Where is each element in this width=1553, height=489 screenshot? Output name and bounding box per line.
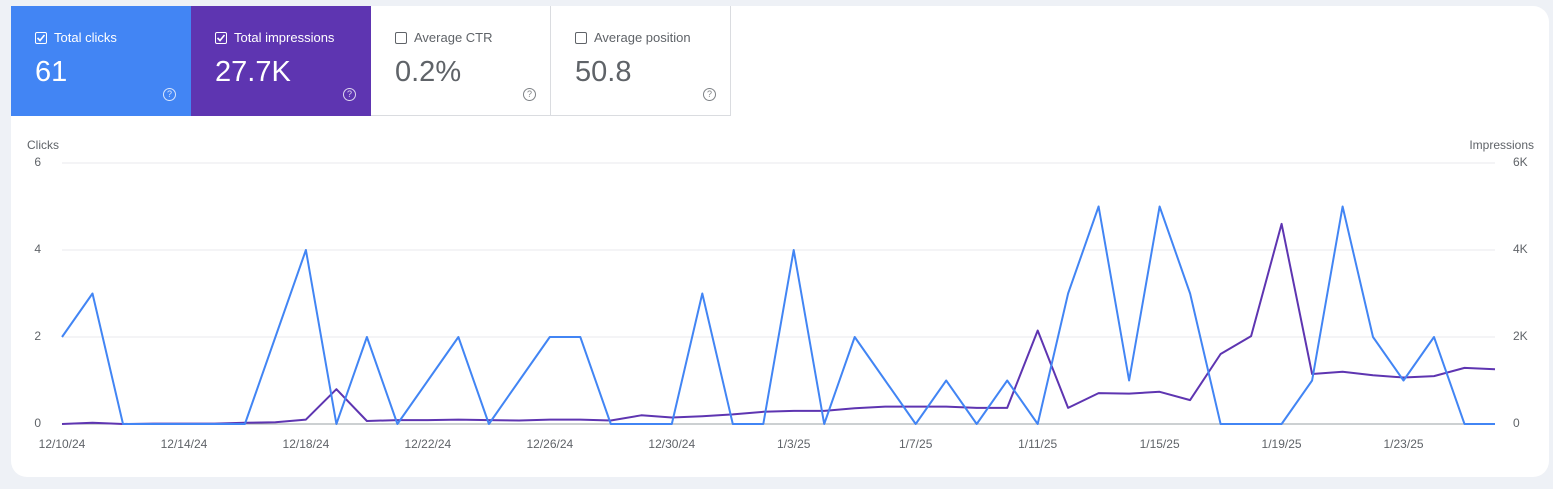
help-icon[interactable]: ? <box>163 88 176 101</box>
x-tick-label: 12/18/24 <box>283 437 330 451</box>
metric-card[interactable]: Average position 50.8? <box>551 6 731 116</box>
metric-label: Total clicks <box>54 30 117 45</box>
x-tick-label: 1/15/25 <box>1140 437 1180 451</box>
x-tick-label: 12/10/24 <box>39 437 86 451</box>
y2-tick-label: 6K <box>1513 155 1528 169</box>
metric-value: 0.2% <box>395 56 462 88</box>
y-tick-label: 0 <box>34 416 41 430</box>
metric-value: 27.7K <box>215 56 291 88</box>
y2-tick-label: 2K <box>1513 329 1528 343</box>
checkbox[interactable] <box>35 32 47 44</box>
x-tick-label: 12/30/24 <box>648 437 695 451</box>
series-line <box>61 205 1495 425</box>
y2-tick-label: 4K <box>1513 242 1528 256</box>
y-tick-label: 6 <box>34 155 41 169</box>
performance-panel: Clicks Impressions 0 2 4 6 0 2K 4K 6K 12/10/24 12… <box>11 6 1549 477</box>
x-tick-label: 12/14/24 <box>161 437 208 451</box>
metric-value: 50.8 <box>575 56 632 88</box>
y2-axis-title: Impressions <box>1469 138 1534 152</box>
y2-tick-label: 0 <box>1513 416 1520 430</box>
metric-label: Average CTR <box>414 30 493 45</box>
checkbox[interactable] <box>215 32 227 44</box>
x-tick-label: 1/3/25 <box>777 437 811 451</box>
metric-label: Total impressions <box>234 30 335 45</box>
checkmark <box>216 34 226 42</box>
y-tick-label: 2 <box>34 329 41 343</box>
x-tick-label: 1/11/25 <box>1018 437 1057 451</box>
metric-value: 61 <box>35 56 68 88</box>
x-tick-label: 12/26/24 <box>526 437 573 451</box>
help-icon[interactable]: ? <box>703 88 716 101</box>
series-line <box>61 222 1496 425</box>
checkmark <box>36 34 46 42</box>
help-icon[interactable]: ? <box>343 88 356 101</box>
chart: Clicks Impressions 0 2 4 6 0 2K 4K 6K 12/10/24 12… <box>27 138 1534 451</box>
help-icon[interactable]: ? <box>523 88 536 101</box>
y-axis-title: Clicks <box>27 138 59 152</box>
x-tick-label: 1/19/25 <box>1262 437 1302 451</box>
metric-card[interactable]: Average CTR 0.2%? <box>371 6 551 116</box>
checkbox[interactable] <box>395 32 407 44</box>
metric-card[interactable]: Total impressions 27.7K? <box>191 6 371 116</box>
metric-card[interactable]: Total clicks 61? <box>11 6 191 116</box>
metric-label: Average position <box>594 30 691 45</box>
checkbox[interactable] <box>575 32 587 44</box>
y-tick-label: 4 <box>34 242 41 256</box>
x-tick-label: 1/7/25 <box>899 437 933 451</box>
x-tick-label: 12/22/24 <box>405 437 452 451</box>
x-tick-label: 1/23/25 <box>1384 437 1424 451</box>
